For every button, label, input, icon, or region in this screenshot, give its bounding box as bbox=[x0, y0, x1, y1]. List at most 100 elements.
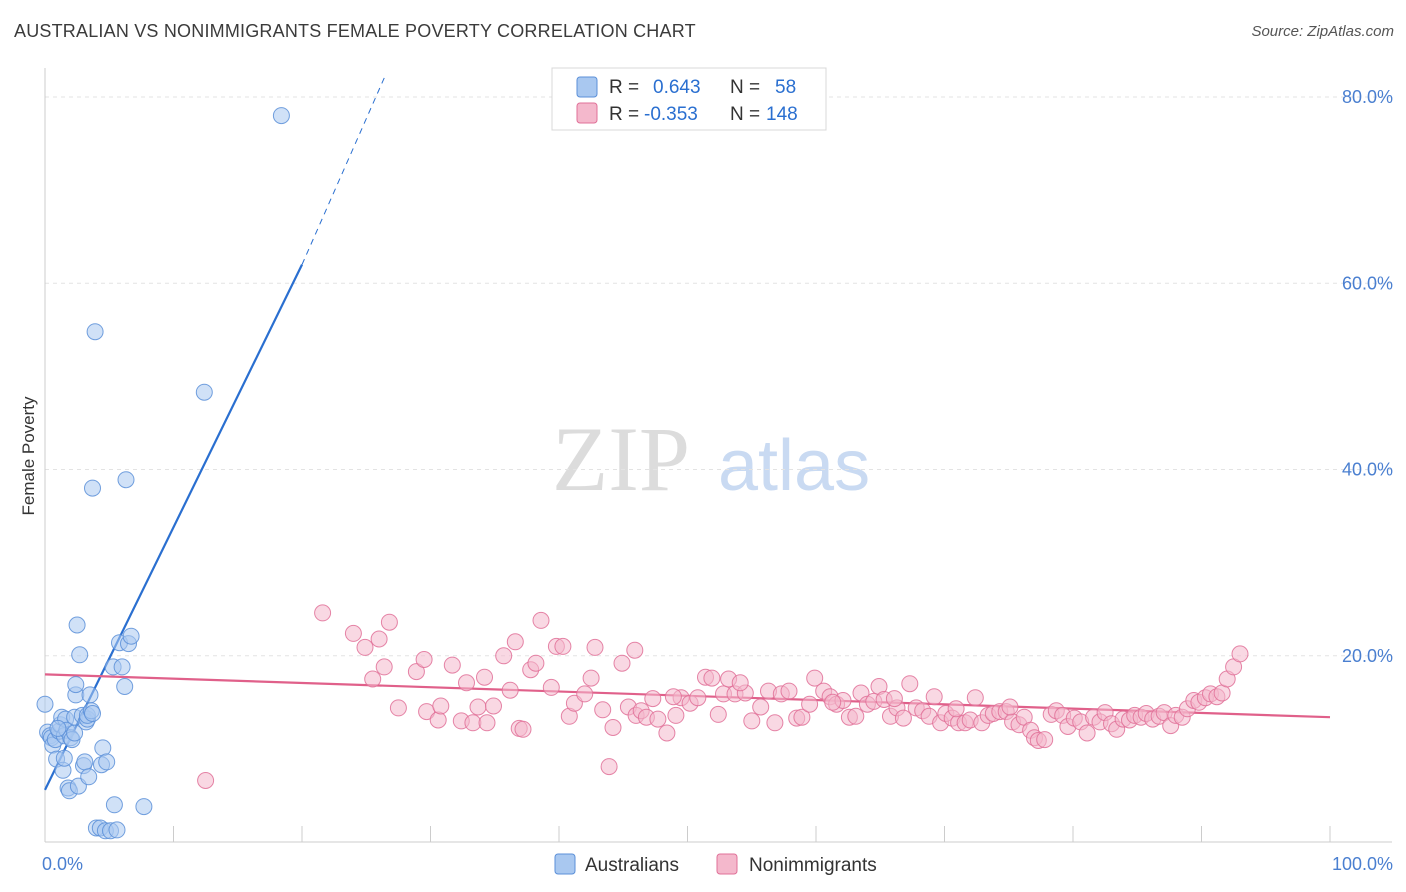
point-nonimmigrants-106 bbox=[1036, 731, 1054, 749]
legend: R = 0.643 N = 58 R = -0.353 N = 148 bbox=[551, 67, 827, 131]
bottom-legend-swatch-australians bbox=[554, 853, 576, 875]
point-nonimmigrants-145 bbox=[885, 690, 903, 708]
point-nonimmigrants-62 bbox=[766, 714, 784, 732]
point-australians-50 bbox=[116, 678, 134, 695]
point-nonimmigrants-4 bbox=[364, 670, 382, 688]
axes bbox=[44, 68, 1392, 843]
y-axis-label: Female Poverty bbox=[19, 396, 38, 516]
point-nonimmigrants-8 bbox=[389, 699, 407, 717]
point-australians-37 bbox=[86, 323, 104, 341]
bottom-legend-australians: Australians bbox=[585, 855, 679, 876]
point-australians-36 bbox=[84, 479, 101, 497]
point-nonimmigrants-21 bbox=[485, 697, 502, 715]
point-nonimmigrants-27 bbox=[527, 654, 545, 672]
bottom-legend-nonimmigrants: Nonimmigrants bbox=[749, 855, 877, 876]
point-nonimmigrants-7 bbox=[380, 613, 398, 631]
point-nonimmigrants-19 bbox=[476, 668, 493, 686]
point-nonimmigrants-37 bbox=[594, 701, 612, 719]
point-australians-54 bbox=[135, 798, 153, 816]
point-nonimmigrants-13 bbox=[432, 697, 450, 715]
point-australians-55 bbox=[195, 383, 213, 401]
point-nonimmigrants-2 bbox=[344, 624, 362, 642]
point-nonimmigrants-146 bbox=[947, 700, 965, 718]
point-australians-28 bbox=[76, 753, 94, 771]
point-nonimmigrants-94 bbox=[966, 689, 984, 707]
point-nonimmigrants-141 bbox=[506, 633, 524, 651]
point-nonimmigrants-64 bbox=[780, 682, 798, 700]
legend-r-label-australians: R = bbox=[609, 77, 639, 98]
point-nonimmigrants-18 bbox=[469, 698, 487, 716]
point-australians-49 bbox=[113, 658, 131, 676]
point-australians-56 bbox=[272, 107, 290, 125]
point-australians-57 bbox=[49, 719, 67, 737]
point-australians-43 bbox=[98, 753, 116, 771]
point-nonimmigrants-46 bbox=[649, 710, 667, 728]
point-australians-33 bbox=[81, 686, 99, 704]
y-tick-label-0: 20.0% bbox=[1342, 646, 1393, 666]
y-tick-label-1: 40.0% bbox=[1342, 460, 1393, 480]
legend-swatch-australians bbox=[576, 76, 598, 98]
point-nonimmigrants-67 bbox=[801, 695, 819, 713]
legend-box bbox=[551, 67, 827, 131]
y-tick-label-2: 60.0% bbox=[1342, 273, 1393, 293]
legend-n-value-nonimmigrants: 148 bbox=[766, 104, 798, 125]
point-australians-41 bbox=[94, 739, 112, 757]
point-nonimmigrants-60 bbox=[752, 698, 770, 716]
point-australians-35 bbox=[84, 705, 101, 722]
watermark-zip: ZIP bbox=[552, 408, 690, 510]
point-nonimmigrants-29 bbox=[542, 678, 560, 696]
point-nonimmigrants-12 bbox=[429, 711, 447, 729]
point-nonimmigrants-10 bbox=[415, 651, 433, 668]
point-nonimmigrants-36 bbox=[586, 638, 604, 656]
point-nonimmigrants-48 bbox=[667, 706, 685, 724]
point-nonimmigrants-144 bbox=[824, 693, 842, 711]
chart-source: Source: ZipAtlas.com bbox=[1251, 23, 1394, 40]
grid-lines bbox=[45, 96, 1392, 657]
point-nonimmigrants-20 bbox=[478, 714, 496, 732]
point-australians-0 bbox=[36, 695, 54, 713]
point-australians-25 bbox=[71, 646, 89, 664]
point-nonimmigrants-35 bbox=[582, 669, 600, 687]
point-nonimmigrants-3 bbox=[356, 638, 374, 656]
legend-n-label-australians: N = bbox=[730, 77, 760, 98]
point-nonimmigrants-16 bbox=[458, 674, 475, 692]
x-tick-label-1: 100.0% bbox=[1332, 854, 1393, 874]
point-nonimmigrants-6 bbox=[375, 658, 393, 676]
point-nonimmigrants-53 bbox=[703, 669, 721, 687]
point-australians-22 bbox=[67, 676, 85, 694]
point-nonimmigrants-140 bbox=[626, 641, 644, 659]
point-nonimmigrants-31 bbox=[554, 637, 572, 655]
legend-n-value-australians: 58 bbox=[775, 77, 796, 98]
point-nonimmigrants-9 bbox=[407, 663, 425, 681]
point-nonimmigrants-22 bbox=[495, 647, 513, 665]
point-nonimmigrants-47 bbox=[658, 724, 676, 742]
legend-r-label-nonimmigrants: R = bbox=[609, 104, 639, 125]
x-tick-label-0: 0.0% bbox=[42, 854, 83, 874]
point-nonimmigrants-113 bbox=[1078, 724, 1096, 742]
point-nonimmigrants-1 bbox=[314, 604, 332, 622]
point-australians-46 bbox=[105, 796, 123, 814]
point-australians-23 bbox=[68, 616, 86, 634]
point-nonimmigrants-83 bbox=[901, 675, 919, 693]
point-nonimmigrants-54 bbox=[709, 705, 727, 723]
legend-r-value-nonimmigrants: -0.353 bbox=[644, 104, 698, 125]
point-nonimmigrants-87 bbox=[925, 688, 943, 706]
point-nonimmigrants-14 bbox=[443, 656, 461, 674]
point-nonimmigrants-147 bbox=[1001, 698, 1019, 716]
point-nonimmigrants-40 bbox=[613, 654, 631, 672]
y-tick-label-3: 80.0% bbox=[1342, 87, 1393, 107]
point-nonimmigrants-28 bbox=[532, 611, 550, 629]
point-australians-51 bbox=[117, 471, 135, 489]
watermark-atlas: atlas bbox=[718, 426, 870, 506]
tick-labels: 20.0% 40.0% 60.0% 80.0% 0.0% 100.0% bbox=[42, 87, 1393, 874]
point-nonimmigrants-142 bbox=[664, 688, 682, 706]
legend-swatch-nonimmigrants bbox=[576, 102, 598, 124]
point-nonimmigrants-25 bbox=[514, 720, 532, 738]
point-nonimmigrants-59 bbox=[743, 712, 761, 730]
chart-title: AUSTRALIAN VS NONIMMIGRANTS FEMALE POVER… bbox=[14, 21, 696, 41]
point-australians-47 bbox=[108, 821, 126, 839]
point-nonimmigrants-5 bbox=[370, 630, 388, 648]
point-nonimmigrants-139 bbox=[1231, 645, 1249, 663]
point-nonimmigrants-34 bbox=[576, 685, 594, 703]
